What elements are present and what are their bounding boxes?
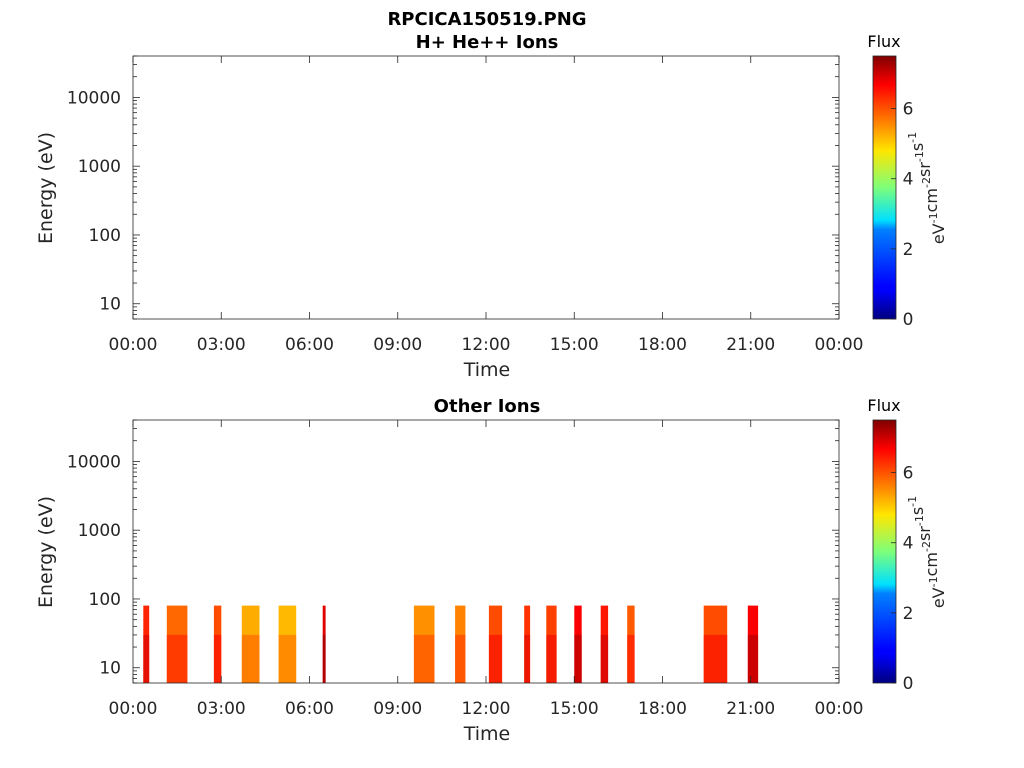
panel-other-ions: Other Ions Energy (eV) Time Flux eV-1cm-… — [35, 396, 948, 745]
panel-title: Other Ions — [434, 396, 541, 417]
x-tick-label: 12:00 — [462, 335, 511, 355]
colorbar — [872, 419, 897, 684]
y-tick-label: 10 — [99, 295, 121, 315]
colorbar-tick-label: 6 — [903, 100, 914, 120]
flux-segment-low-energy — [546, 634, 557, 683]
plot-area — [132, 55, 840, 320]
y-tick-label: 1000 — [78, 157, 121, 177]
colorbar-tick-label: 4 — [903, 534, 914, 554]
y-tick-label: 100 — [89, 590, 121, 610]
panel-title: H+ He++ Ions — [416, 32, 559, 53]
colorbar-tick-label: 0 — [903, 310, 914, 330]
flux-segment-low-energy — [143, 634, 150, 683]
colorbar — [872, 55, 897, 320]
x-tick-label: 21:00 — [726, 699, 775, 719]
flux-segment-low-energy — [627, 634, 635, 683]
colorbar-tick-label: 6 — [903, 464, 914, 484]
flux-segment-low-energy — [278, 634, 297, 683]
panel-hplus-heplusplus: H+ He++ Ions Energy (eV) Time Flux eV-1c… — [35, 32, 948, 381]
x-tick-label: 15:00 — [550, 335, 599, 355]
x-tick-label: 12:00 — [462, 699, 511, 719]
y-tick-label: 10000 — [67, 88, 121, 108]
flux-segment-low-energy — [241, 634, 260, 683]
y-axis-label: Energy (eV) — [35, 496, 57, 608]
flux-segment-low-energy — [574, 634, 582, 683]
x-tick-label: 03:00 — [197, 699, 246, 719]
flux-segment-low-energy — [524, 634, 531, 683]
y-tick-label: 10 — [99, 659, 121, 679]
y-tick-label: 100 — [89, 226, 121, 246]
y-axis-label: Energy (eV) — [35, 132, 57, 244]
flux-segment-low-energy — [213, 634, 222, 683]
flux-segment-low-energy — [703, 634, 728, 683]
colorbar-title: Flux — [867, 396, 900, 415]
colorbar-tick-label: 0 — [903, 674, 914, 694]
data-segments — [143, 605, 759, 683]
flux-segment-low-energy — [166, 634, 188, 683]
flux-segment-low-energy — [747, 634, 759, 683]
x-tick-label: 09:00 — [373, 335, 422, 355]
x-tick-label: 09:00 — [373, 699, 422, 719]
x-tick-label: 21:00 — [726, 335, 775, 355]
x-tick-label: 00:00 — [815, 335, 864, 355]
colorbar-tick-label: 2 — [903, 240, 914, 260]
colorbar-tick-label: 4 — [903, 170, 914, 190]
y-tick-label: 1000 — [78, 521, 121, 541]
x-tick-label: 00:00 — [109, 699, 158, 719]
colorbar-title: Flux — [867, 32, 900, 51]
flux-segment-low-energy — [488, 634, 503, 683]
x-tick-label: 00:00 — [815, 699, 864, 719]
x-axis-label: Time — [463, 723, 511, 745]
colorbar-tick-label: 2 — [903, 604, 914, 624]
x-tick-label: 06:00 — [285, 335, 334, 355]
flux-segment-low-energy — [455, 634, 466, 683]
plot-area — [132, 419, 840, 684]
x-axis-label: Time — [463, 359, 511, 381]
x-tick-label: 06:00 — [285, 699, 334, 719]
x-tick-label: 15:00 — [550, 699, 599, 719]
y-tick-label: 10000 — [67, 452, 121, 472]
colorbar-unit-label: eV-1cm-2sr-1s-1 — [906, 132, 948, 244]
x-tick-label: 18:00 — [638, 699, 687, 719]
x-tick-label: 00:00 — [109, 335, 158, 355]
colorbar-unit-label: eV-1cm-2sr-1s-1 — [906, 496, 948, 608]
x-tick-label: 18:00 — [638, 335, 687, 355]
flux-segment-low-energy — [322, 634, 326, 683]
flux-segment-low-energy — [600, 634, 609, 683]
flux-segment-low-energy — [413, 634, 435, 683]
figure-title: RPCICA150519.PNG — [387, 9, 586, 30]
x-tick-label: 03:00 — [197, 335, 246, 355]
